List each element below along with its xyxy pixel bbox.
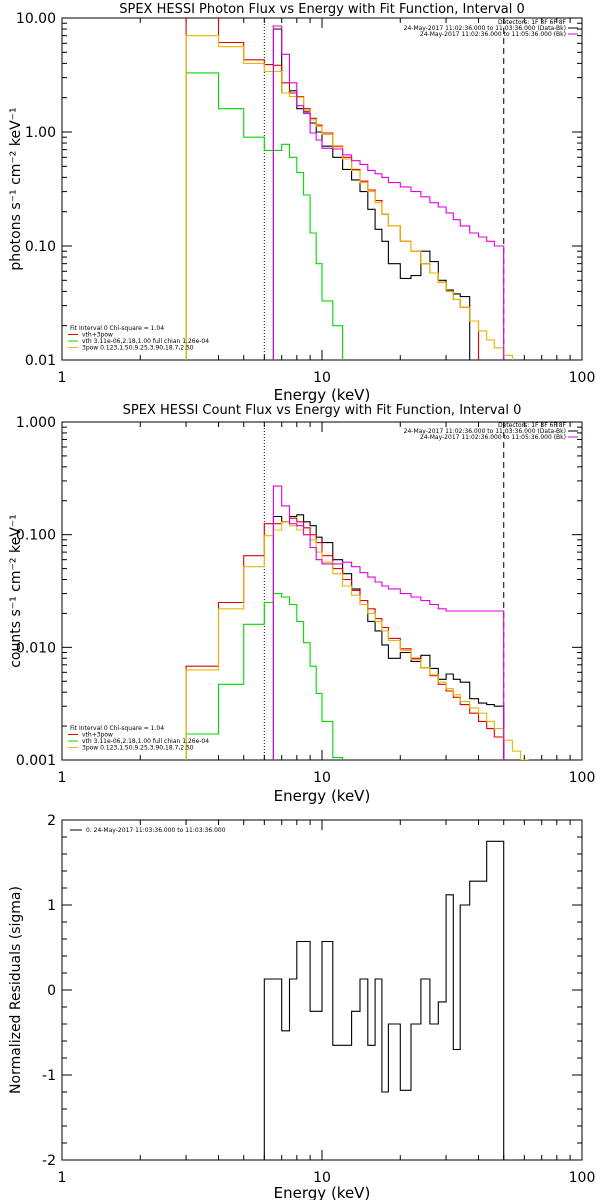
count-fit-legend-text: 3pow 0.123,1.50,9.25,3.90,18.7,2.50 — [82, 745, 194, 752]
photon-y-tick-label: 0.10 — [25, 239, 56, 255]
photon-y-axis-label: photons s⁻¹ cm⁻² keV⁻¹ — [8, 107, 24, 270]
photon-fit-legend-text: vth+3pow — [82, 332, 113, 339]
count-series-background_series — [272, 485, 505, 760]
residuals-x-tick-label: 10 — [313, 1170, 331, 1186]
photon-fit-legend-text: 3pow 0.123,1.50,9.25,3.90,18.7,2.50 — [82, 345, 194, 352]
count-series-data — [272, 514, 505, 760]
count-plot: SPEX HESSI Count Flux vs Energy with Fit… — [8, 403, 595, 805]
residuals-x-tick-label: 100 — [569, 1170, 596, 1186]
photon-title: SPEX HESSI Photon Flux vs Energy with Fi… — [119, 2, 525, 17]
residuals-series-data — [263, 840, 505, 1160]
count-y-tick-label: 0.001 — [16, 753, 56, 769]
residuals-plot: 1 10 100 -2 -1 0 1 2 Energy (keV) Normalized Resi… — [8, 813, 595, 1200]
residuals-y-axis-label: Normalized Residuals (sigma) — [8, 886, 24, 1094]
photon-fit-legend-text: vth 3.11e-06,2.18,1.00 full chian 1.26e-… — [82, 338, 209, 345]
count-series-vth — [185, 593, 344, 760]
photon-legend-text: 24-May-2017 11:02:36.000 to 11:03:36.000… — [404, 25, 566, 32]
count-fit-legend-text: vth+3pow — [82, 732, 113, 739]
photon-x-tick-label: 10 — [313, 370, 331, 386]
count-fit-legend-text: Fit Interval 0 Chi-square = 1.04 — [70, 725, 164, 732]
count-y-tick-label: 0.010 — [16, 640, 56, 656]
count-x-tick-label: 1 — [58, 770, 67, 786]
photon-y-tick-label: 10.00 — [16, 11, 56, 27]
residuals-y-tick-label: 0 — [47, 983, 56, 999]
count-title: SPEX HESSI Count Flux vs Energy with Fit… — [123, 403, 522, 418]
photon-fit-legend-text: Fit Interval 0 Chi-square = 1.04 — [70, 325, 164, 332]
photon-y-tick-label: 0.01 — [25, 353, 56, 369]
photon-y-tick-label: 1.00 — [25, 125, 56, 141]
photon-series-vth — [185, 72, 344, 360]
count-x-tick-label: 100 — [569, 770, 596, 786]
residuals-y-tick-label: -1 — [42, 1068, 56, 1084]
residuals-x-axis-label: Energy (keV) — [274, 1184, 371, 1200]
count-legend-text: Detectors: 1F 3F 6F 8F — [498, 422, 567, 429]
photon-legend-text: Detectors: 1F 3F 6F 8F — [498, 19, 567, 26]
count-legend-text: 24-May-2017 11:02:36.000 to 11:05:36.000… — [420, 434, 566, 441]
photon-x-tick-label: 100 — [569, 370, 596, 386]
residuals-y-tick-label: 1 — [47, 898, 56, 914]
count-legend-text: 24-May-2017 11:02:36.000 to 11:03:36.000… — [404, 428, 566, 435]
photon-series-background_series — [272, 25, 505, 360]
residuals-legend-text: 0. 24-May-2017 11:03:36.000 to 11:03:36.… — [86, 827, 226, 834]
photon-plot: SPEX HESSI Photon Flux vs Energy with Fi… — [8, 2, 595, 404]
residuals-y-tick-label: 2 — [47, 813, 56, 829]
photon-x-tick-label: 1 — [58, 370, 67, 386]
count-y-tick-label: 0.100 — [16, 528, 56, 544]
residuals-x-tick-label: 1 — [58, 1170, 67, 1186]
photon-legend-text: 24-May-2017 11:02:36.000 to 11:05:36.000… — [420, 31, 566, 38]
count-y-axis-label: counts s⁻¹ cm⁻² keV⁻¹ — [8, 514, 24, 668]
count-fit-legend-text: vth 3.11e-06,2.18,1.00 full chian 1.26e-… — [82, 738, 209, 745]
count-y-tick-label: 1.000 — [16, 415, 56, 431]
count-x-axis-label: Energy (keV) — [274, 787, 371, 805]
count-x-tick-label: 10 — [313, 770, 331, 786]
residuals-y-tick-label: -2 — [42, 1153, 56, 1169]
photon-x-axis-label: Energy (keV) — [274, 386, 371, 404]
photon-series-bpow — [185, 35, 513, 360]
